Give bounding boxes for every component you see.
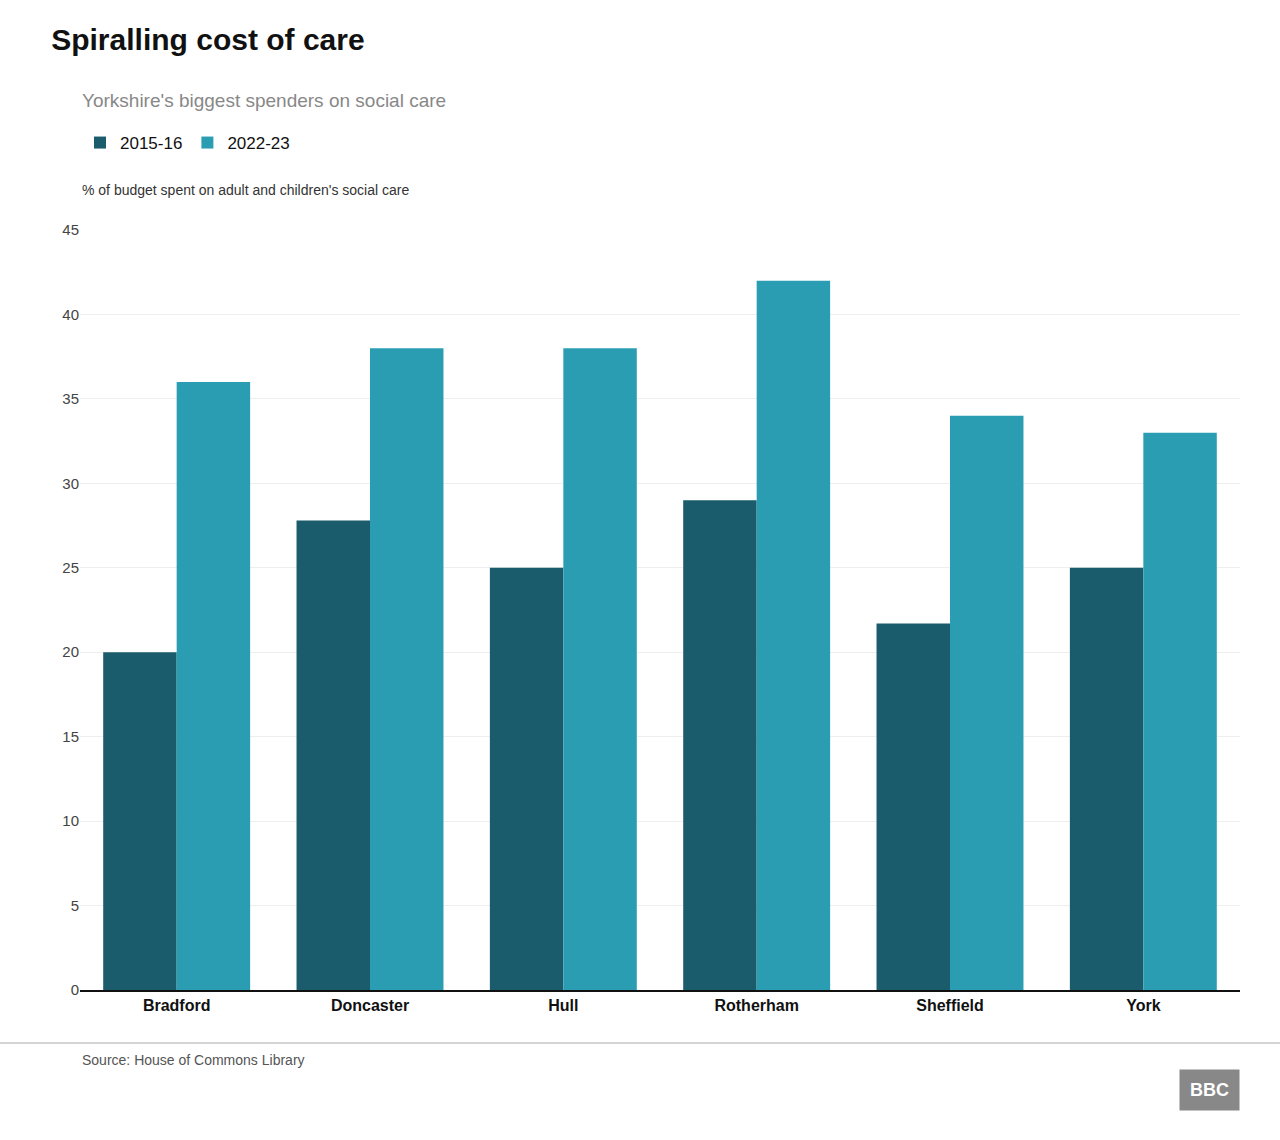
- svg-text:York: York: [1126, 997, 1160, 1014]
- svg-text:10: 10: [62, 812, 79, 829]
- svg-text:Yorkshire's biggest spenders o: Yorkshire's biggest spenders on social c…: [82, 90, 446, 111]
- svg-text:2015-16: 2015-16: [120, 134, 182, 153]
- svg-text:Hull: Hull: [548, 997, 578, 1014]
- svg-text:2022-23: 2022-23: [227, 134, 289, 153]
- svg-text:40: 40: [62, 306, 79, 323]
- svg-text:Spiralling cost of care: Spiralling cost of care: [51, 23, 364, 56]
- svg-text:45: 45: [62, 221, 79, 238]
- svg-text:0: 0: [71, 981, 79, 998]
- svg-text:15: 15: [62, 728, 79, 745]
- svg-text:% of budget spent on adult and: % of budget spent on adult and children'…: [82, 182, 409, 198]
- svg-text:BBC: BBC: [1190, 1080, 1229, 1100]
- svg-text:5: 5: [71, 897, 79, 914]
- svg-text:Bradford: Bradford: [143, 997, 211, 1014]
- svg-text:Doncaster: Doncaster: [331, 997, 409, 1014]
- svg-text:20: 20: [62, 643, 79, 660]
- svg-text:25: 25: [62, 559, 79, 576]
- svg-text:30: 30: [62, 475, 79, 492]
- svg-text:Rotherham: Rotherham: [714, 997, 798, 1014]
- svg-text:35: 35: [62, 390, 79, 407]
- svg-text:Sheffield: Sheffield: [916, 997, 984, 1014]
- svg-text:Source: House of Commons Libra: Source: House of Commons Library: [82, 1052, 305, 1068]
